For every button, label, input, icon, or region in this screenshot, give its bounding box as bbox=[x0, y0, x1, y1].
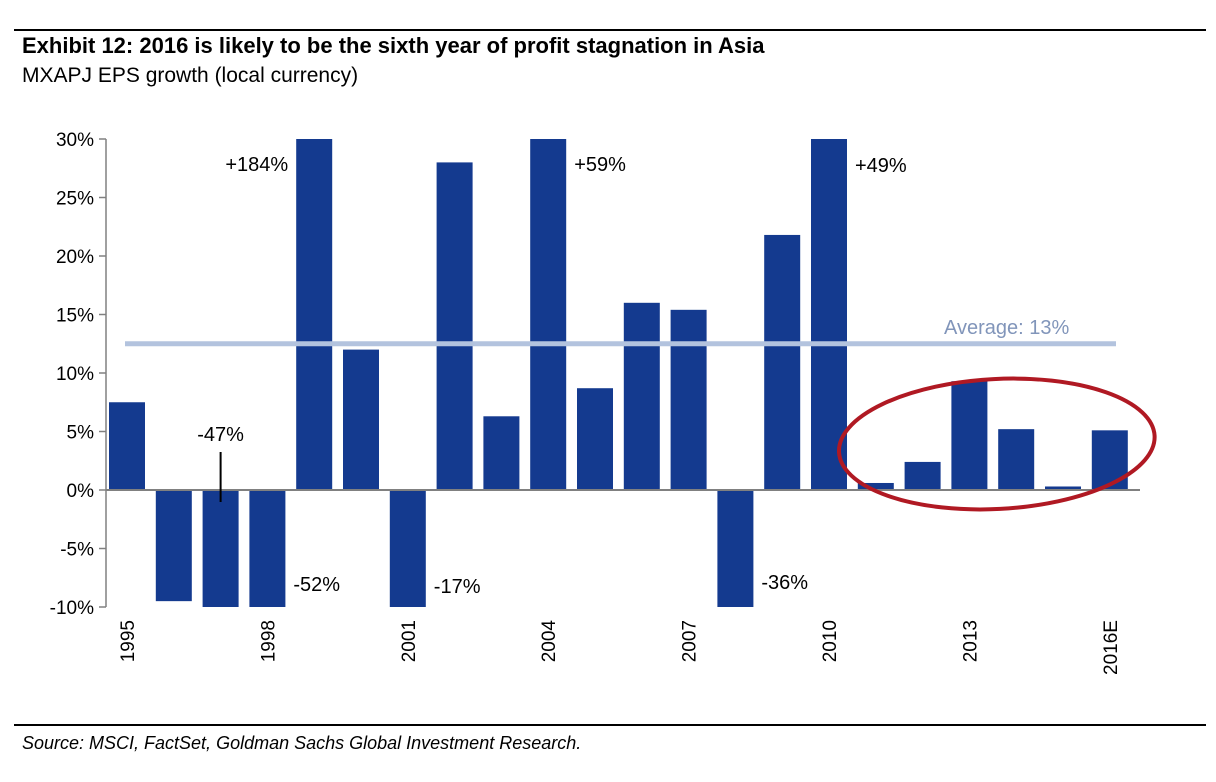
y-tick-label: 0% bbox=[67, 481, 95, 502]
bar-2009 bbox=[764, 234, 801, 490]
y-tick-label: 20% bbox=[56, 247, 94, 268]
x-axis-labels: 1995 1998 2001 2004 2007 2010 2013 2016E bbox=[118, 620, 1122, 675]
data-label-2010: +49% bbox=[855, 155, 907, 177]
x-tick-label: 2013 bbox=[960, 620, 981, 662]
data-label-2004: +59% bbox=[574, 154, 626, 176]
bar-1998 bbox=[249, 490, 286, 607]
bar-1999 bbox=[296, 139, 333, 490]
x-tick-label: 2001 bbox=[399, 620, 420, 662]
eps-growth-chart: -10%-5%0%5%10%15%20%25%30% Average: 13% … bbox=[50, 130, 1157, 675]
bar-1996 bbox=[155, 490, 192, 602]
bar-2002 bbox=[436, 162, 473, 490]
data-labels: -47% -52% +184% -17% +59% -36% +49% bbox=[197, 154, 907, 598]
x-tick-label: 2004 bbox=[539, 620, 560, 663]
bar-2001 bbox=[389, 490, 426, 607]
x-tick-label: 2016E bbox=[1101, 620, 1122, 675]
y-tick-label: 30% bbox=[56, 130, 94, 151]
top-rule bbox=[14, 29, 1206, 31]
bars bbox=[109, 139, 1128, 607]
y-tick-label: -10% bbox=[50, 598, 94, 619]
bar-2000 bbox=[343, 349, 379, 490]
bar-2008 bbox=[717, 490, 754, 607]
y-tick-label: 10% bbox=[56, 364, 94, 385]
source-note: Source: MSCI, FactSet, Goldman Sachs Glo… bbox=[22, 733, 582, 753]
bottom-rule bbox=[14, 724, 1206, 726]
bar-2006 bbox=[623, 302, 660, 490]
bar-1995 bbox=[109, 402, 145, 490]
bar-2016E bbox=[1091, 430, 1128, 490]
bar-2010 bbox=[811, 139, 847, 490]
bar-2011 bbox=[857, 482, 894, 490]
y-tick-label: 5% bbox=[67, 423, 95, 444]
x-tick-label: 2007 bbox=[680, 620, 701, 662]
bar-2014 bbox=[998, 429, 1035, 490]
bar-1997 bbox=[202, 490, 239, 607]
highlight-ellipse bbox=[836, 376, 1157, 512]
data-label-1997: -47% bbox=[197, 424, 244, 446]
bar-2005 bbox=[577, 388, 613, 490]
y-axis-ticks: -10% -5% 0% 5% 10% 15% 20% 25% 30% bbox=[50, 130, 106, 619]
average-label: Average: 13% bbox=[944, 317, 1069, 339]
data-label-2008: -36% bbox=[761, 572, 808, 594]
bar-2003 bbox=[483, 416, 520, 490]
bar-2012 bbox=[904, 461, 941, 490]
chart-title: Exhibit 12: 2016 is likely to be the six… bbox=[22, 33, 765, 58]
x-tick-label: 1995 bbox=[118, 620, 139, 662]
data-label-2001: -17% bbox=[434, 576, 481, 598]
chart-subtitle: MXAPJ EPS growth (local currency) bbox=[22, 64, 359, 87]
bar-2004 bbox=[530, 139, 567, 490]
data-label-1999: +184% bbox=[225, 154, 288, 176]
x-tick-label: 2010 bbox=[820, 620, 841, 662]
x-tick-label: 1998 bbox=[258, 620, 279, 662]
y-tick-label: 15% bbox=[56, 306, 94, 327]
data-label-1998: -52% bbox=[293, 574, 340, 596]
y-tick-label: 25% bbox=[56, 189, 94, 210]
y-tick-label: -5% bbox=[60, 540, 94, 561]
bar-2007 bbox=[670, 309, 707, 490]
bar-2015 bbox=[1045, 486, 1081, 490]
bar-2013 bbox=[951, 381, 988, 490]
